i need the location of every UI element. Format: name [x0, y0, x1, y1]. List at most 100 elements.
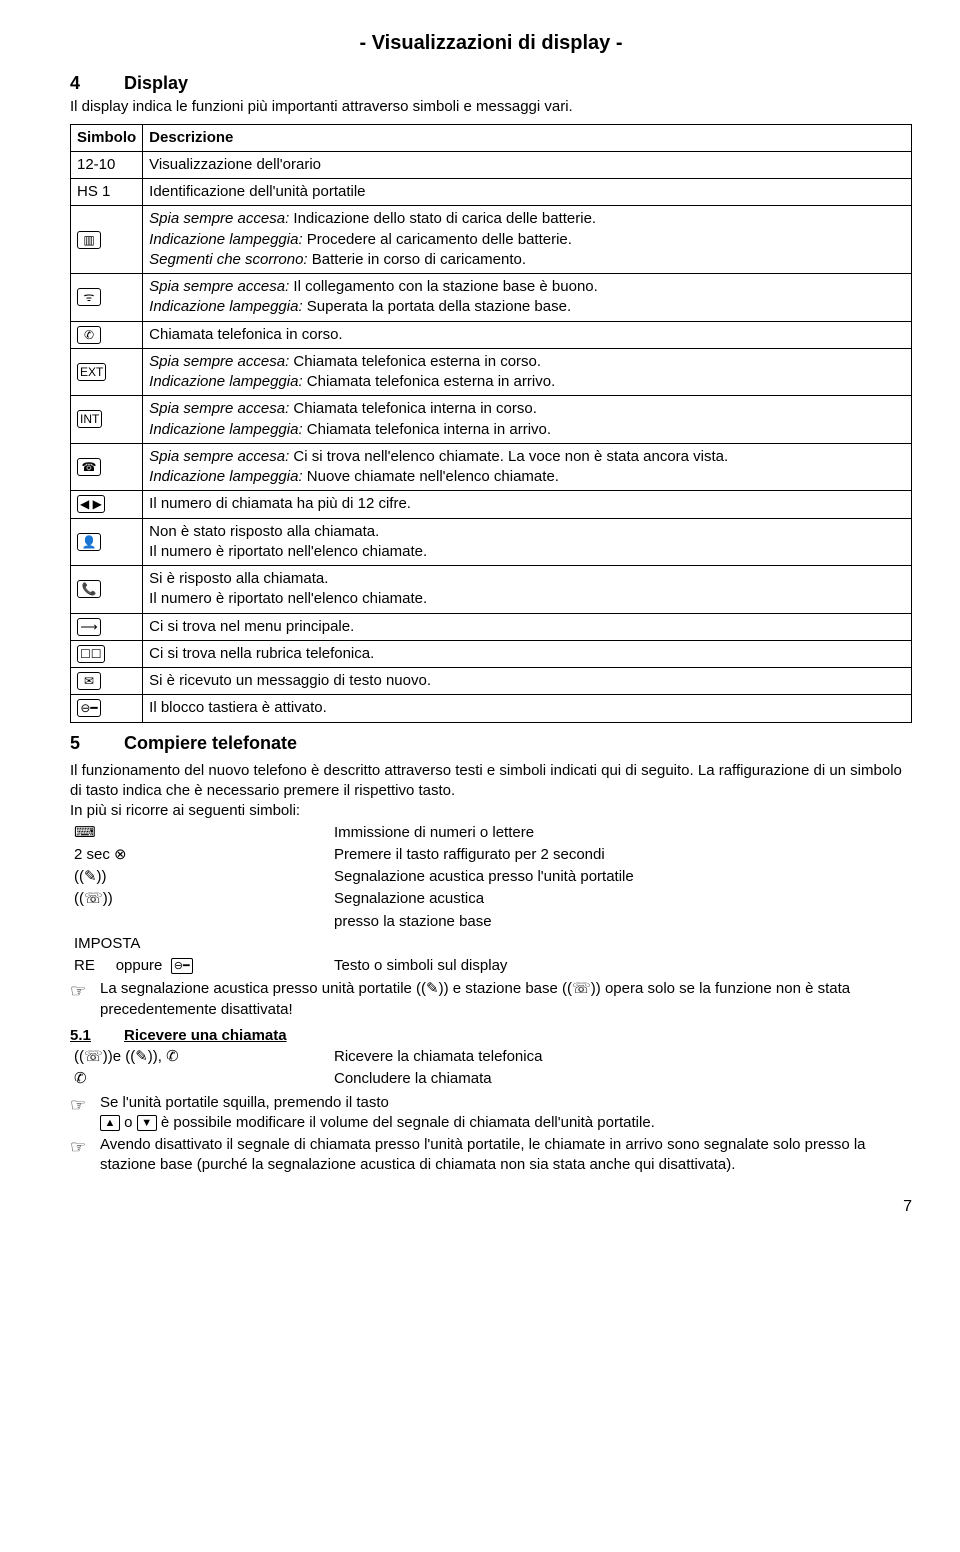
down-key-icon: ▼: [137, 1115, 157, 1131]
section-5-1-header: 5.1 Ricevere una chiamata: [70, 1026, 912, 1046]
page-number: 7: [70, 1196, 912, 1218]
legend-re: RE: [74, 957, 95, 974]
hand-icon: ☞: [70, 1093, 100, 1134]
symbol-icon: 📞: [77, 580, 101, 598]
symbol-icon: ☐☐: [77, 645, 105, 663]
section-4-header: 4 Display: [70, 71, 912, 95]
symbol-icon: ▥: [77, 231, 101, 249]
legend-row: ((✎))Segnalazione acustica presso l'unit…: [70, 866, 912, 888]
description-cell: Spia sempre accesa: Ci si trova nell'ele…: [143, 443, 912, 491]
legend-symbol: ((☏)): [70, 888, 330, 910]
handset-sound-icon: ((✎)): [416, 980, 449, 997]
legend-table: ⌨Immissione di numeri o lettere2 sec ⊗Pr…: [70, 822, 912, 933]
symbol-cell: ⊖━: [71, 695, 143, 722]
description-cell: Ci si trova nella rubrica telefonica.: [143, 640, 912, 667]
section-5-num: 5: [70, 731, 124, 755]
symbol-cell: ✆: [71, 321, 143, 348]
legend-row: ⌨Immissione di numeri o lettere: [70, 822, 912, 844]
table-row: 12-10Visualizzazione dell'orario: [71, 151, 912, 178]
table-row: ⊖━ Il blocco tastiera è attivato.: [71, 695, 912, 722]
description-cell: Il numero di chiamata ha più di 12 cifre…: [143, 491, 912, 518]
description-cell: Spia sempre accesa: Chiamata telefonica …: [143, 396, 912, 444]
legend-imposta: IMPOSTA: [74, 934, 326, 954]
symbol-cell: 12-10: [71, 151, 143, 178]
symbol-icon: INT: [77, 410, 102, 428]
symbol-icon: ✆: [77, 326, 101, 344]
symbol-cell: ☐☐: [71, 640, 143, 667]
section-5-1-title: Ricevere una chiamata: [124, 1026, 287, 1046]
legend-symbol: 2 sec ⊗: [70, 844, 330, 866]
symbol-cell: ⟶: [71, 613, 143, 640]
symbol-cell: ☎: [71, 443, 143, 491]
receive-desc: Concludere la chiamata: [330, 1068, 912, 1090]
description-cell: Si è risposto alla chiamata.Il numero è …: [143, 566, 912, 614]
description-cell: Ci si trova nel menu principale.: [143, 613, 912, 640]
legend-oppure: oppure: [116, 957, 163, 974]
base-sound-icon: ((☏)): [562, 980, 601, 997]
note-3-text: Avendo disattivato il segnale di chiamat…: [100, 1135, 912, 1176]
table-row: ☐☐ Ci si trova nella rubrica telefonica.: [71, 640, 912, 667]
legend-row: presso la stazione base: [70, 911, 912, 933]
legend-row: 2 sec ⊗Premere il tasto raffigurato per …: [70, 844, 912, 866]
page-title: - Visualizzazioni di display -: [70, 30, 912, 57]
receive-row: ((☏))e ((✎)), ✆Ricevere la chiamata tele…: [70, 1046, 912, 1068]
note-1a: La segnalazione acustica presso unità po…: [100, 980, 416, 997]
table-row: ☎ Spia sempre accesa: Ci si trova nell'el…: [71, 443, 912, 491]
description-cell: Il blocco tastiera è attivato.: [143, 695, 912, 722]
up-key-icon: ▲: [100, 1115, 120, 1131]
symbol-cell: ✉: [71, 668, 143, 695]
description-cell: Spia sempre accesa: Indicazione dello st…: [143, 206, 912, 274]
legend-desc: Premere il tasto raffigurato per 2 secon…: [330, 844, 912, 866]
table-header-descrizione: Descrizione: [143, 124, 912, 151]
legend-desc: Segnalazione acustica presso l'unità por…: [330, 866, 912, 888]
description-cell: Chiamata telefonica in corso.: [143, 321, 912, 348]
note-2b2: è possibile modificare il volume del seg…: [157, 1114, 655, 1131]
section-5-1-num: 5.1: [70, 1026, 124, 1046]
table-header-simbolo: Simbolo: [71, 124, 143, 151]
legend-last-desc: Testo o simboli sul display: [330, 955, 912, 977]
hand-icon: ☞: [70, 1135, 100, 1176]
section-4-title: Display: [124, 71, 188, 95]
note-2b1: o: [120, 1114, 137, 1131]
symbol-cell: ◀ ▶: [71, 491, 143, 518]
symbol-icon: ⊖━: [77, 699, 101, 717]
symbol-icon: ☎: [77, 458, 101, 476]
legend-symbol: ((✎)): [70, 866, 330, 888]
section-5-intro-b: In più si ricorre ai seguenti simboli:: [70, 801, 912, 821]
symbol-cell: ᯤ: [71, 274, 143, 322]
legend-symbol: [70, 911, 330, 933]
note-1: ☞ La segnalazione acustica presso unità …: [70, 979, 912, 1020]
section-5-title: Compiere telefonate: [124, 731, 297, 755]
description-cell: Si è ricevuto un messaggio di testo nuov…: [143, 668, 912, 695]
receive-table: ((☏))e ((✎)), ✆Ricevere la chiamata tele…: [70, 1046, 912, 1091]
table-row: ᯤSpia sempre accesa: Il collegamento con…: [71, 274, 912, 322]
table-row: HS 1Identificazione dell'unità portatile: [71, 179, 912, 206]
description-cell: Visualizzazione dell'orario: [143, 151, 912, 178]
note-1b: e stazione base: [449, 980, 562, 997]
description-cell: Spia sempre accesa: Il collegamento con …: [143, 274, 912, 322]
symbol-icon: 👤: [77, 533, 101, 551]
receive-row: ✆Concludere la chiamata: [70, 1068, 912, 1090]
note-2: ☞ Se l'unità portatile squilla, premendo…: [70, 1093, 912, 1134]
symbol-cell: 📞: [71, 566, 143, 614]
receive-desc: Ricevere la chiamata telefonica: [330, 1046, 912, 1068]
section-5-header: 5 Compiere telefonate: [70, 731, 912, 755]
table-row: EXTSpia sempre accesa: Chiamata telefoni…: [71, 348, 912, 396]
note-2a: Se l'unità portatile squilla, premendo i…: [100, 1093, 912, 1113]
legend-desc: Immissione di numeri o lettere: [330, 822, 912, 844]
symbol-cell: 👤: [71, 518, 143, 566]
table-row: 📞 Si è risposto alla chiamata.Il numero è…: [71, 566, 912, 614]
table-row: ▥ Spia sempre accesa: Indicazione dello s…: [71, 206, 912, 274]
table-row: ⟶Ci si trova nel menu principale.: [71, 613, 912, 640]
description-cell: Identificazione dell'unità portatile: [143, 179, 912, 206]
key-icon: ⊖━: [171, 958, 193, 974]
description-cell: Non è stato risposto alla chiamata.Il nu…: [143, 518, 912, 566]
note-3: ☞ Avendo disattivato il segnale di chiam…: [70, 1135, 912, 1176]
legend-row: ((☏))Segnalazione acustica: [70, 888, 912, 910]
symbol-table: SimboloDescrizione12-10Visualizzazione d…: [70, 124, 912, 723]
legend-desc: Segnalazione acustica: [330, 888, 912, 910]
symbol-cell: INT: [71, 396, 143, 444]
legend-last: IMPOSTA RE oppure ⊖━ Testo o simboli sul…: [70, 933, 912, 978]
description-cell: Spia sempre accesa: Chiamata telefonica …: [143, 348, 912, 396]
symbol-cell: ▥: [71, 206, 143, 274]
